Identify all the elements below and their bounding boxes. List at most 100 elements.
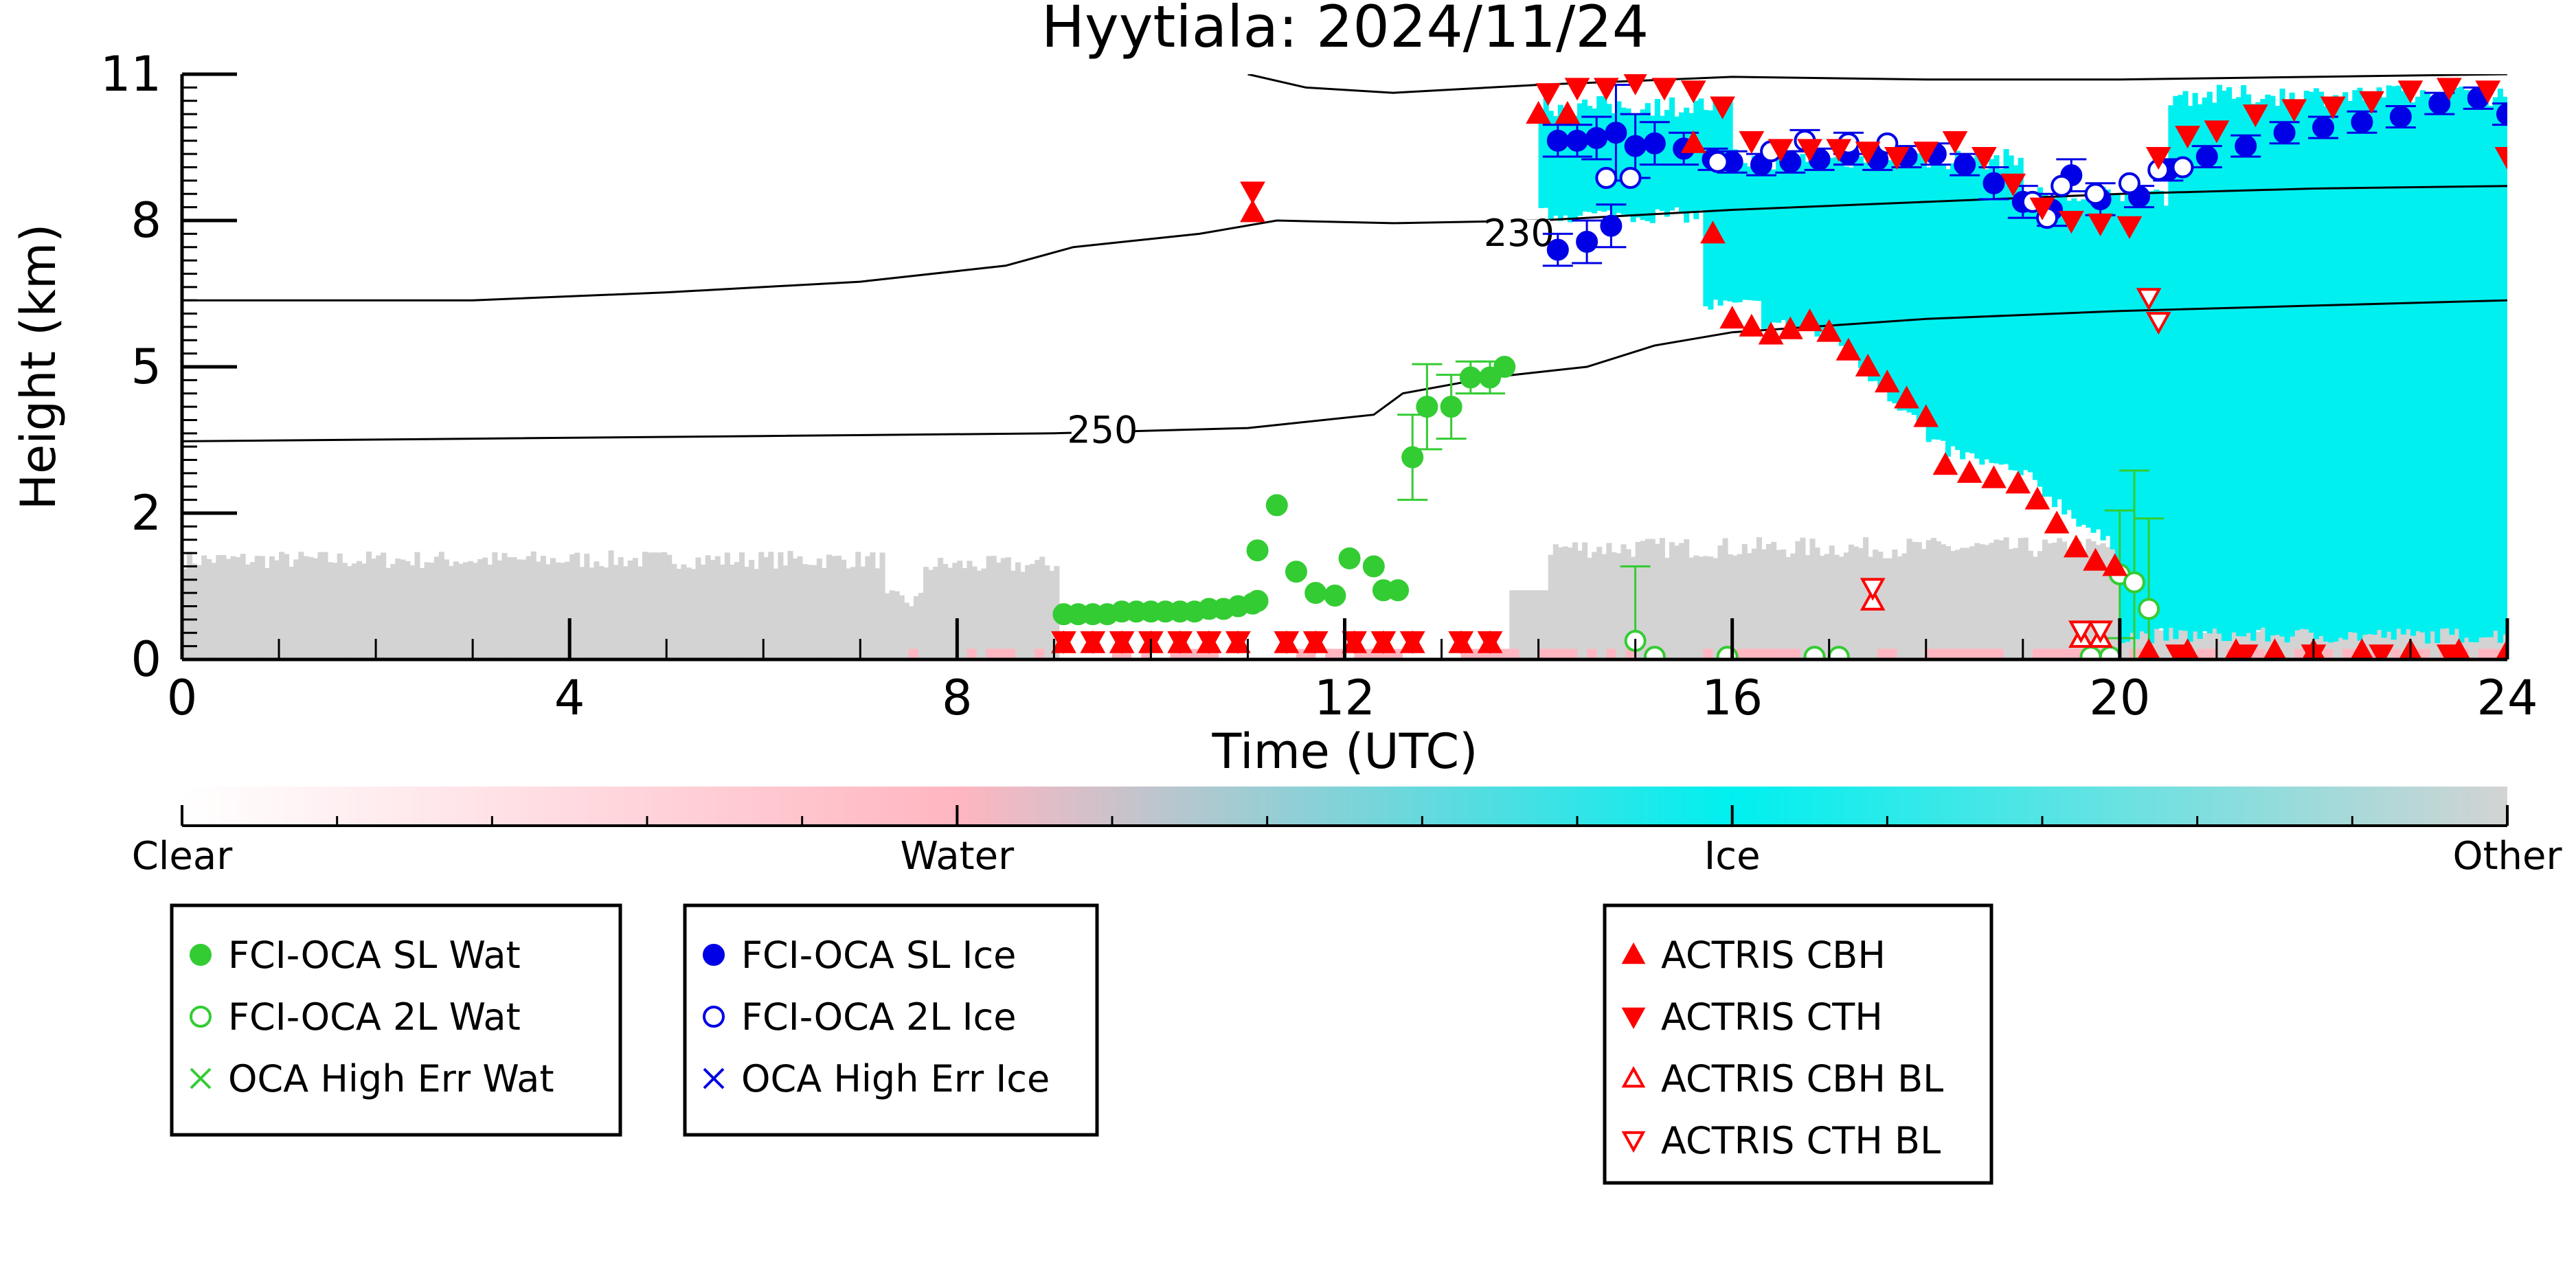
legend-marker-icon bbox=[1621, 1131, 1646, 1153]
contour-label-bg bbox=[1071, 416, 1133, 449]
aerosol-column bbox=[390, 563, 396, 659]
data-point bbox=[2350, 638, 2374, 659]
data-point bbox=[1401, 446, 1424, 468]
data-point bbox=[1416, 396, 1438, 418]
ice-column bbox=[1703, 110, 1709, 306]
aerosol-column bbox=[313, 558, 319, 659]
data-point bbox=[2397, 80, 2424, 104]
aerosol-column bbox=[1930, 538, 1936, 659]
aerosol-column bbox=[2400, 628, 2406, 659]
colorbar: Clear Water Ice Other bbox=[132, 787, 2562, 879]
data-point bbox=[1479, 366, 1502, 389]
water-column bbox=[1325, 648, 1335, 659]
aerosol-column bbox=[2492, 622, 2498, 659]
ice-column bbox=[2081, 199, 2087, 526]
data-point bbox=[1546, 238, 1569, 261]
ice-column bbox=[1688, 113, 1695, 212]
aerosol-column bbox=[1829, 545, 1835, 659]
aerosol-column bbox=[221, 554, 227, 659]
data-point bbox=[2428, 92, 2451, 115]
aerosol-column bbox=[1577, 550, 1583, 659]
water-column bbox=[1741, 648, 1752, 659]
water-column bbox=[2032, 648, 2042, 659]
aerosol-column bbox=[1582, 542, 1588, 659]
legend-label: ACTRIS CTH BL bbox=[1661, 1119, 1941, 1162]
aerosol-column bbox=[1814, 547, 1820, 659]
legend-frame bbox=[170, 903, 622, 1137]
aerosol-column bbox=[414, 552, 420, 659]
data-point bbox=[1942, 131, 1968, 154]
data-point bbox=[2281, 99, 2307, 122]
aerosol-column bbox=[2071, 553, 2077, 659]
ice-column bbox=[1543, 98, 1549, 208]
data-point bbox=[1624, 135, 1647, 157]
water-column bbox=[2197, 648, 2207, 659]
aerosol-column bbox=[2439, 628, 2445, 659]
aerosol-column bbox=[2410, 626, 2417, 659]
ice-column bbox=[2386, 85, 2392, 632]
ice-column bbox=[1873, 168, 1879, 381]
aerosol-column bbox=[2134, 625, 2140, 659]
data-point bbox=[1324, 585, 1346, 607]
aerosol-column bbox=[2415, 624, 2421, 659]
aerosol-column bbox=[933, 567, 939, 659]
data-point bbox=[2436, 644, 2462, 659]
ice-column bbox=[1848, 167, 1854, 360]
aerosol-column bbox=[1635, 541, 1641, 659]
aerosol-column bbox=[293, 559, 300, 659]
ice-column bbox=[2352, 90, 2358, 633]
aerosol-column bbox=[826, 554, 832, 659]
aerosol-column bbox=[2395, 625, 2402, 659]
aerosol-column bbox=[206, 558, 212, 659]
data-point bbox=[2436, 78, 2462, 101]
aerosol-column bbox=[1713, 558, 1719, 659]
water-column bbox=[2071, 648, 2081, 659]
ice-column bbox=[2022, 206, 2029, 471]
aerosol-column bbox=[2192, 629, 2198, 659]
aerosol-column bbox=[1776, 550, 1782, 659]
data-point bbox=[1855, 353, 1881, 376]
aerosol-column bbox=[2182, 623, 2189, 659]
aerosol-column bbox=[618, 557, 624, 659]
data-point bbox=[1860, 578, 1886, 601]
ice-column bbox=[1911, 157, 1917, 416]
ice-column bbox=[1649, 115, 1656, 223]
water-column bbox=[2420, 648, 2430, 659]
data-point bbox=[2102, 553, 2128, 576]
legend-marker-icon bbox=[703, 944, 725, 966]
series-fci-oca-sl-wat bbox=[1052, 356, 1516, 626]
aerosol-column bbox=[332, 563, 338, 659]
aerosol-column bbox=[778, 552, 784, 659]
aerosol-column bbox=[1679, 543, 1685, 659]
ice-column bbox=[1800, 154, 1806, 330]
x-axis-label: Time (UTC) bbox=[1212, 723, 1478, 780]
ice-column bbox=[2173, 95, 2179, 640]
aerosol-column bbox=[1509, 590, 1515, 659]
ice-column bbox=[2226, 87, 2233, 642]
data-point bbox=[2369, 644, 2395, 659]
aerosol-column bbox=[884, 593, 890, 659]
data-point bbox=[1493, 356, 1516, 378]
x-tick-label: 20 bbox=[2089, 670, 2150, 726]
aerosol-column bbox=[2158, 630, 2165, 659]
ice-column bbox=[1698, 98, 1704, 210]
data-point bbox=[1585, 126, 1608, 149]
aerosol-column bbox=[2197, 623, 2203, 659]
ice-column bbox=[1814, 153, 1820, 337]
ice-column bbox=[2197, 104, 2203, 640]
aerosol-column bbox=[322, 552, 328, 659]
aerosol-column bbox=[501, 552, 508, 659]
aerosol-column bbox=[2376, 624, 2382, 659]
ice-column bbox=[2158, 190, 2165, 629]
water-column bbox=[1557, 648, 1568, 659]
colorbar-label: Water bbox=[901, 834, 1015, 879]
aerosol-column bbox=[211, 563, 217, 659]
aerosol-column bbox=[2139, 628, 2145, 659]
aerosol-column bbox=[279, 552, 285, 659]
aerosol-column bbox=[1519, 590, 1525, 659]
data-point bbox=[2099, 646, 2121, 659]
aerosol-column bbox=[714, 556, 721, 659]
chart-title: Hyytiala: 2024/11/24 bbox=[1041, 0, 1649, 60]
water-column bbox=[995, 648, 1006, 659]
ice-column bbox=[2211, 102, 2217, 629]
